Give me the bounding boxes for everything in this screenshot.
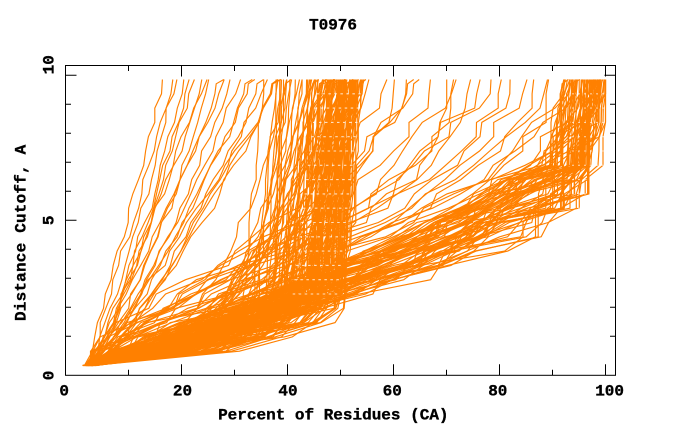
svg-text:80: 80	[488, 383, 507, 401]
svg-text:0: 0	[41, 371, 59, 381]
svg-text:0: 0	[59, 383, 69, 401]
svg-text:60: 60	[383, 383, 402, 401]
svg-text:T0976: T0976	[309, 17, 357, 35]
svg-text:100: 100	[595, 383, 624, 401]
svg-text:20: 20	[173, 383, 192, 401]
svg-text:Percent of Residues (CA): Percent of Residues (CA)	[218, 407, 448, 425]
svg-text:40: 40	[278, 383, 297, 401]
svg-text:Distance Cutoff, A: Distance Cutoff, A	[13, 144, 31, 321]
svg-text:10: 10	[41, 55, 59, 74]
svg-text:5: 5	[41, 215, 59, 225]
